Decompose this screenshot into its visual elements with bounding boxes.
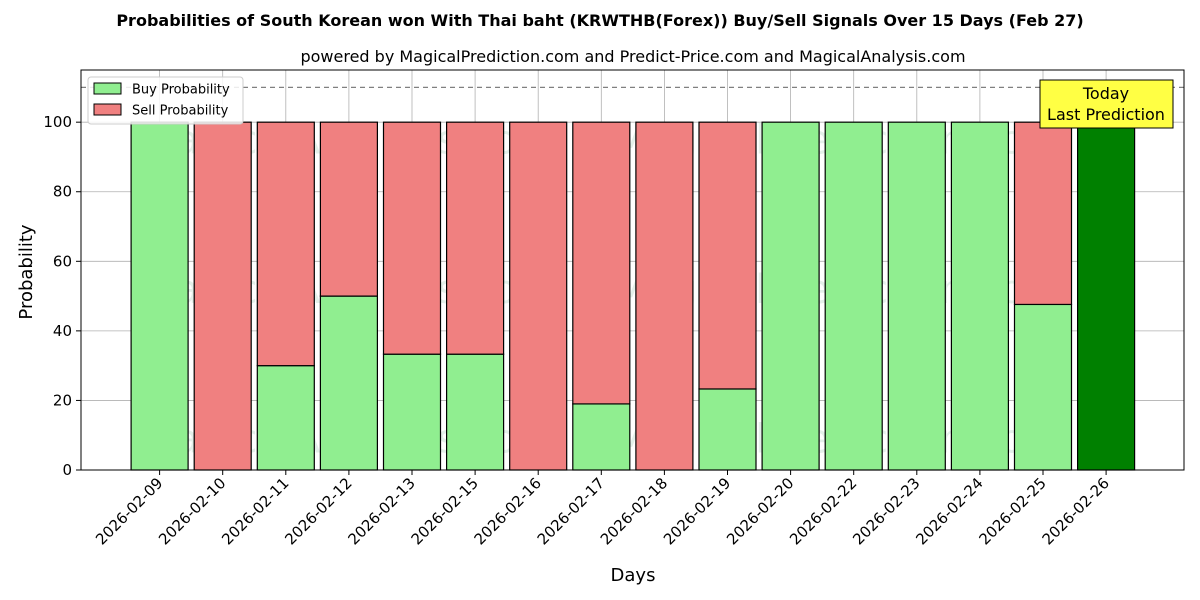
annotation-line2: Last Prediction (1047, 105, 1165, 124)
x-tick-label: 2026-02-23 (849, 474, 923, 548)
y-tick-label: 100 (43, 113, 72, 131)
bar-sell (698, 121, 757, 390)
bar-sell (572, 121, 631, 405)
y-tick-label: 60 (53, 252, 72, 270)
legend-swatch (93, 82, 122, 95)
annotation-line1: Today (1082, 84, 1129, 103)
bar-buy (824, 121, 883, 471)
bar-sell (193, 121, 252, 471)
bar-sell (319, 121, 378, 297)
bars (130, 121, 1136, 471)
x-tick-label: 2026-02-11 (218, 474, 292, 548)
legend-swatch (93, 103, 122, 116)
bar-sell (382, 121, 442, 355)
bar-buy (319, 295, 378, 471)
x-tick-label: 2026-02-25 (975, 474, 1049, 548)
y-axis-label: Probability (16, 224, 37, 319)
x-axis-label: Days (611, 565, 656, 586)
bar-buy (950, 121, 1010, 471)
x-axis: 2026-02-092026-02-102026-02-112026-02-12… (92, 470, 1113, 548)
x-tick-label: 2026-02-19 (660, 474, 734, 548)
bar-sell (1013, 121, 1073, 306)
today-annotation: Today Last Prediction (1039, 79, 1174, 129)
bar-sell (446, 121, 505, 355)
annotation-box (1039, 79, 1174, 129)
x-tick-label: 2026-02-15 (408, 474, 482, 548)
y-axis: 0 20 40 60 80 100 (43, 113, 81, 479)
x-tick-label: 2026-02-20 (723, 474, 797, 548)
x-tick-label: 2026-02-12 (281, 474, 355, 548)
chart-title: Probabilities of South Korean won With T… (116, 11, 1083, 30)
x-tick-label: 2026-02-22 (786, 474, 860, 548)
legend-label: Buy Probability (132, 83, 230, 98)
y-tick-label: 80 (53, 183, 72, 201)
bar-buy (698, 388, 757, 471)
bar-buy (572, 403, 631, 471)
plot-frame (80, 69, 1185, 471)
bar-buy (130, 121, 189, 471)
x-tick-label: 2026-02-13 (344, 474, 418, 548)
x-tick-label: 2026-02-09 (92, 474, 166, 548)
x-tick-label: 2026-02-17 (534, 474, 608, 548)
x-tick-label: 2026-02-24 (912, 474, 986, 548)
x-tick-label: 2026-02-16 (471, 474, 545, 548)
bar-buy (1076, 121, 1136, 471)
bar-buy (256, 365, 315, 471)
legend: Buy Probability Sell Probability (87, 76, 244, 125)
x-tick-label: 2026-02-10 (155, 474, 229, 548)
bar-buy (887, 121, 946, 471)
y-tick-label: 0 (62, 461, 72, 479)
legend-label: Sell Probability (132, 104, 229, 119)
y-tick-label: 20 (53, 391, 72, 409)
bar-sell (635, 121, 694, 471)
bar-buy (1013, 303, 1073, 471)
bar-sell (509, 121, 568, 471)
y-tick-label: 40 (53, 322, 72, 340)
bar-buy (761, 121, 820, 471)
chart-subtitle: powered by MagicalPrediction.com and Pre… (300, 47, 965, 66)
x-tick-label: 2026-02-26 (1039, 474, 1113, 548)
bar-buy (446, 353, 505, 471)
x-tick-label: 2026-02-18 (597, 474, 671, 548)
legend-frame (87, 76, 244, 125)
bar-buy (382, 353, 442, 471)
bar-sell (256, 121, 315, 367)
